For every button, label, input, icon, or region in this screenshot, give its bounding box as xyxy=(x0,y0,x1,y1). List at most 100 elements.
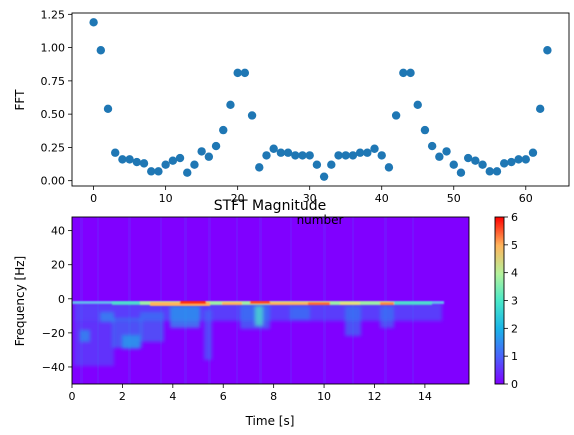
heatmap-x-tick-label: 0 xyxy=(69,390,76,403)
scatter-point xyxy=(298,151,307,160)
scatter-point xyxy=(291,151,300,160)
scatter-y-tick-label: 1.25 xyxy=(41,8,66,21)
heatmap-y-tick-label: 20 xyxy=(51,259,65,272)
heatmap-y-tick-label: 0 xyxy=(58,293,65,306)
scatter-point xyxy=(391,111,401,120)
heatmap-content xyxy=(72,217,444,384)
scatter-point xyxy=(514,155,523,164)
scatter-point xyxy=(370,144,379,153)
scatter-point xyxy=(154,167,163,176)
scatter-x-ticks: 0 10 20 30 40 50 60 xyxy=(90,186,533,205)
scatter-point xyxy=(190,160,199,169)
scatter-point xyxy=(442,147,451,156)
scatter-x-tick-label: 30 xyxy=(303,192,317,205)
heatmap-x-ticks: 0 2 4 6 8 10 12 14 xyxy=(69,384,432,403)
scatter-point xyxy=(449,160,458,169)
scatter-point xyxy=(262,151,271,160)
scatter-point xyxy=(132,157,142,167)
scatter-points xyxy=(89,18,552,181)
scatter-point xyxy=(139,159,149,168)
heatmap-x-tick-label: 10 xyxy=(317,390,331,403)
scatter-point xyxy=(312,160,322,169)
scatter-point xyxy=(499,159,509,168)
scatter-point xyxy=(355,148,365,157)
heatmap-panel: 0 2 4 6 8 10 12 14 −40 −20 0 20 40 STFT Magnitude T… xyxy=(13,198,470,428)
heatmap-x-label: Time [s] xyxy=(245,414,295,428)
scatter-y-tick-label: 0.50 xyxy=(41,108,66,121)
scatter-point xyxy=(485,167,494,176)
colorbar-tick-label: 5 xyxy=(511,239,518,252)
heatmap-x-tick-label: 6 xyxy=(220,390,227,403)
scatter-point xyxy=(471,156,480,165)
heatmap-y-tick-label: 40 xyxy=(51,225,65,238)
scatter-point xyxy=(384,163,394,172)
scatter-point xyxy=(528,148,538,157)
scatter-point xyxy=(463,153,473,163)
heatmap-x-tick-label: 14 xyxy=(418,390,432,403)
scatter-point xyxy=(492,167,502,176)
scatter-point xyxy=(507,157,516,167)
scatter-x-tick-label: 60 xyxy=(519,192,533,205)
heatmap-vertical-streaks xyxy=(80,217,414,384)
heatmap-energy-blobs xyxy=(74,303,442,366)
scatter-point xyxy=(327,160,336,169)
scatter-y-tick-label: 0.00 xyxy=(41,175,66,188)
scatter-point xyxy=(211,141,221,151)
scatter-point xyxy=(348,151,358,160)
scatter-x-tick-label: 50 xyxy=(447,192,461,205)
scatter-point xyxy=(183,168,192,177)
scatter-point xyxy=(435,152,444,161)
colorbar-tick-label: 6 xyxy=(511,211,518,224)
colorbar-tick-label: 2 xyxy=(511,322,518,335)
scatter-point xyxy=(89,18,98,27)
heatmap-y-tick-label: −40 xyxy=(42,361,65,374)
scatter-point xyxy=(233,68,242,78)
scatter-x-tick-label: 0 xyxy=(90,192,97,205)
scatter-point xyxy=(377,151,386,160)
heatmap-y-tick-label: −20 xyxy=(42,327,65,340)
scatter-point xyxy=(103,104,113,114)
scatter-point xyxy=(219,125,228,135)
scatter-y-tick-label: 1.00 xyxy=(41,42,66,55)
heatmap-title: STFT Magnitude xyxy=(214,198,326,214)
scatter-x-tick-label: 10 xyxy=(159,192,173,205)
scatter-y-label: FFT xyxy=(13,89,27,111)
scatter-point xyxy=(478,160,487,169)
heatmap-y-ticks: −40 −20 0 20 40 xyxy=(42,225,72,374)
scatter-frame xyxy=(71,12,570,187)
scatter-x-label: number xyxy=(297,213,344,227)
colorbar-ticks: 0 1 2 3 4 5 6 xyxy=(504,211,518,391)
scatter-point xyxy=(413,100,422,110)
scatter-point xyxy=(535,104,545,114)
heatmap-frame xyxy=(71,216,470,385)
scatter-point xyxy=(168,156,178,165)
scatter-point xyxy=(226,100,235,110)
scatter-point xyxy=(118,155,127,164)
scatter-point xyxy=(247,111,257,120)
scatter-point xyxy=(543,46,552,55)
colorbar-tick-label: 0 xyxy=(511,378,518,391)
scatter-point xyxy=(283,148,293,157)
scatter-x-tick-label: 20 xyxy=(231,192,245,205)
scatter-point xyxy=(111,148,120,157)
heatmap-x-tick-label: 4 xyxy=(169,390,176,403)
scatter-point xyxy=(456,168,466,177)
heatmap-x-tick-label: 8 xyxy=(270,390,277,403)
scatter-point xyxy=(125,155,134,164)
scatter-x-tick-label: 40 xyxy=(375,192,389,205)
scatter-point xyxy=(305,151,314,160)
colorbar-gradient xyxy=(495,217,504,384)
scatter-y-tick-label: 0.75 xyxy=(41,75,66,88)
scatter-point xyxy=(175,153,185,163)
scatter-point xyxy=(399,68,408,78)
scatter-panel: 0 10 20 30 40 50 60 0.00 0.25 0.50 0.75 1.00 1.25 F… xyxy=(13,8,570,205)
heatmap-background xyxy=(72,217,469,384)
scatter-point xyxy=(96,46,106,55)
heatmap-x-tick-label: 12 xyxy=(367,390,381,403)
heatmap-y-label: Frequency [Hz] xyxy=(13,256,27,347)
scatter-point xyxy=(341,151,350,160)
scatter-y-ticks: 0.00 0.25 0.50 0.75 1.00 1.25 xyxy=(41,8,72,188)
colorbar-tick-label: 4 xyxy=(511,267,518,280)
scatter-point xyxy=(197,147,206,156)
